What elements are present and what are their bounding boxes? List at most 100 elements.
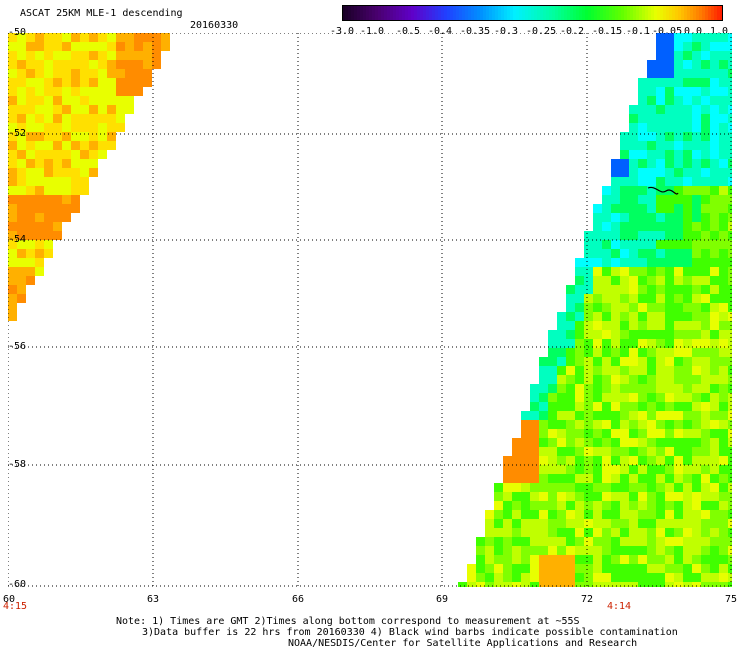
wind-cell (611, 573, 620, 582)
wind-cell (710, 501, 719, 510)
wind-cell (638, 510, 647, 519)
wind-cell (80, 132, 89, 141)
wind-cell (17, 267, 26, 276)
wind-cell (575, 456, 584, 465)
colorbar-swatch (528, 5, 531, 21)
wind-cell (683, 141, 692, 150)
wind-cell (602, 528, 611, 537)
wind-cell (656, 96, 665, 105)
wind-cell (665, 465, 674, 474)
wind-cell (674, 465, 683, 474)
wind-cell (728, 375, 732, 384)
wind-cell (521, 528, 530, 537)
wind-cell (674, 537, 683, 546)
colorbar-swatch (621, 5, 624, 21)
wind-cell (683, 69, 692, 78)
wind-cell (638, 267, 647, 276)
wind-cell (701, 294, 710, 303)
wind-cell (656, 105, 665, 114)
wind-cell (692, 51, 701, 60)
wind-cell (485, 573, 494, 582)
wind-cell (629, 204, 638, 213)
wind-cell (593, 474, 602, 483)
colorbar-swatch (519, 5, 522, 21)
wind-cell (611, 384, 620, 393)
wind-cell (539, 474, 548, 483)
wind-cell (26, 42, 35, 51)
wind-cell (701, 177, 710, 186)
wind-cell (566, 537, 575, 546)
wind-cell (89, 123, 98, 132)
wind-cell (674, 123, 683, 132)
wind-cell (521, 546, 530, 555)
wind-cell (620, 159, 629, 168)
wind-cell (8, 267, 17, 276)
wind-cell (629, 348, 638, 357)
wind-cell (656, 555, 665, 564)
wind-cell (611, 456, 620, 465)
wind-cell (638, 78, 647, 87)
wind-cell (584, 249, 593, 258)
wind-cell (584, 276, 593, 285)
wind-cell (593, 249, 602, 258)
wind-cell (674, 285, 683, 294)
wind-cell (683, 474, 692, 483)
wind-cell (557, 546, 566, 555)
wind-cell (710, 33, 719, 42)
wind-cell (611, 222, 620, 231)
wind-cell (503, 465, 512, 474)
wind-cell (719, 141, 728, 150)
wind-cell (692, 150, 701, 159)
wind-cell (638, 528, 647, 537)
wind-cell (548, 546, 557, 555)
wind-cell (485, 528, 494, 537)
wind-cell (674, 564, 683, 573)
wind-cell (116, 123, 125, 132)
wind-cell (71, 33, 80, 42)
colorbar-swatch (366, 5, 369, 21)
wind-cell (593, 510, 602, 519)
wind-cell (710, 492, 719, 501)
wind-cell (629, 357, 638, 366)
wind-cell (35, 69, 44, 78)
wind-cell (656, 546, 665, 555)
wind-cell (557, 465, 566, 474)
wind-cell (710, 429, 719, 438)
colorbar-swatch (480, 5, 483, 21)
wind-cell (26, 267, 35, 276)
wind-cell (503, 501, 512, 510)
wind-cell (710, 474, 719, 483)
wind-cell (44, 114, 53, 123)
wind-cell (629, 258, 638, 267)
wind-cell (602, 204, 611, 213)
wind-cell (719, 447, 728, 456)
wind-cell (710, 105, 719, 114)
wind-cell (602, 222, 611, 231)
wind-cell (638, 339, 647, 348)
wind-cell (62, 132, 71, 141)
wind-cell (584, 411, 593, 420)
wind-cell (98, 132, 107, 141)
wind-cell (512, 546, 521, 555)
colorbar-swatch (534, 5, 537, 21)
wind-cell (89, 42, 98, 51)
wind-cell (674, 213, 683, 222)
wind-cell (620, 222, 629, 231)
colorbar-swatch (429, 5, 432, 21)
wind-cell (575, 510, 584, 519)
wind-cell (710, 411, 719, 420)
wind-cell (656, 429, 665, 438)
wind-cell (53, 78, 62, 87)
wind-cell (53, 60, 62, 69)
colorbar-swatch (408, 5, 411, 21)
wind-cell (710, 438, 719, 447)
wind-cell (575, 537, 584, 546)
wind-cell (494, 528, 503, 537)
wind-cell (719, 213, 728, 222)
colorbar-swatch (654, 5, 657, 21)
wind-cell (665, 375, 674, 384)
wind-cell (89, 78, 98, 87)
wind-cell (665, 366, 674, 375)
wind-cell (584, 510, 593, 519)
colorbar-swatch (615, 5, 618, 21)
